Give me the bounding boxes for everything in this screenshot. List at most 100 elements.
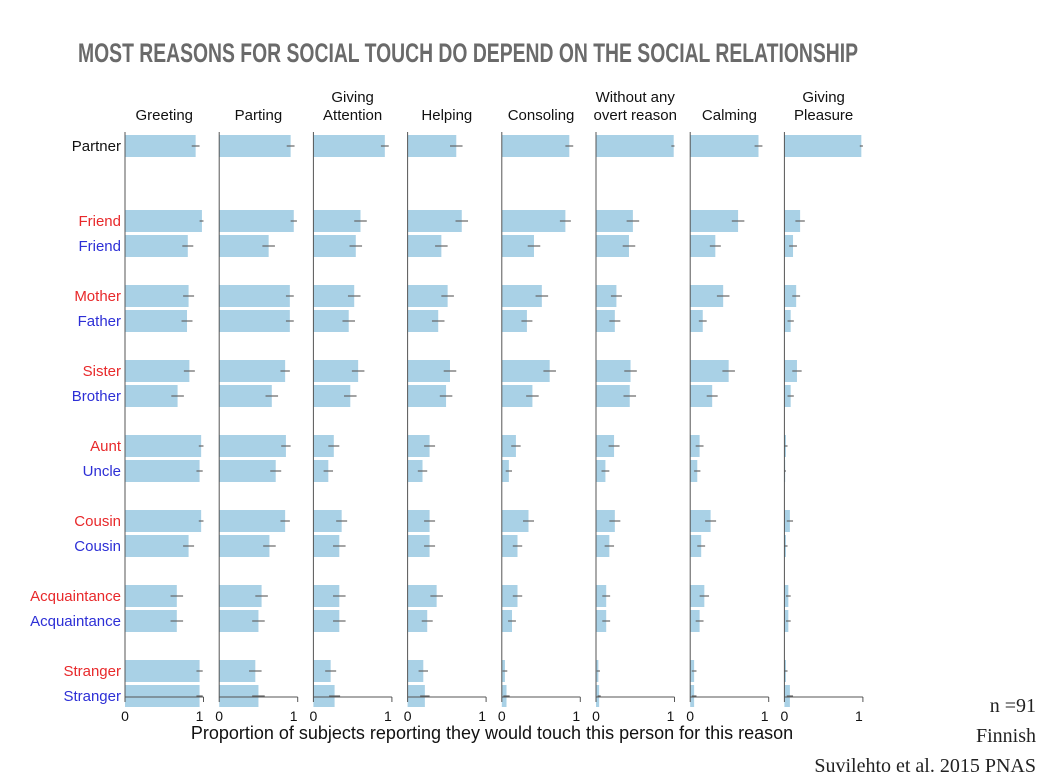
x-tick-label: 0	[686, 708, 694, 724]
panel-title: Pleasure	[794, 107, 853, 124]
bar	[501, 360, 550, 382]
bar	[784, 360, 797, 382]
bar	[407, 685, 425, 707]
bar	[313, 235, 356, 257]
bar	[219, 660, 256, 682]
bar	[501, 210, 566, 232]
bar	[125, 210, 202, 232]
bar	[596, 385, 630, 407]
bar	[596, 510, 615, 532]
row-label: Partner	[72, 138, 121, 155]
bar	[125, 385, 178, 407]
row-label: Aunt	[90, 438, 122, 455]
bar	[219, 135, 291, 157]
bar	[407, 610, 428, 632]
x-tick-label: 1	[384, 708, 392, 724]
bar	[596, 135, 674, 157]
bar	[501, 535, 518, 557]
bar	[690, 310, 703, 332]
x-axis-label: Proportion of subjects reporting they wo…	[191, 723, 793, 743]
bar	[219, 210, 294, 232]
bar	[125, 685, 200, 707]
bar	[219, 310, 290, 332]
bar	[313, 435, 334, 457]
bar	[125, 285, 189, 307]
bar	[407, 585, 437, 607]
population-note: Finnish	[976, 725, 1036, 747]
bar	[784, 285, 797, 307]
bar	[501, 610, 513, 632]
bar	[313, 510, 342, 532]
bar	[219, 360, 286, 382]
bar	[219, 510, 286, 532]
panel-title: Greeting	[135, 107, 193, 124]
bar	[690, 535, 702, 557]
row-label: Mother	[74, 288, 121, 305]
panel-4: Consoling 0 1	[498, 107, 581, 724]
bar	[690, 385, 713, 407]
bar	[125, 435, 202, 457]
x-tick-label: 0	[215, 708, 223, 724]
bar	[313, 210, 361, 232]
bar	[125, 610, 177, 632]
x-tick-label: 1	[761, 708, 769, 724]
bar	[690, 235, 716, 257]
bar	[219, 235, 269, 257]
chart-title: MOST REASONS FOR SOCIAL TOUCH DO DEPEND …	[78, 38, 858, 68]
bar	[596, 310, 615, 332]
x-tick-label: 0	[121, 708, 129, 724]
row-label: Friend	[78, 238, 121, 255]
bar	[690, 360, 729, 382]
bar	[596, 585, 607, 607]
row-label: Father	[78, 313, 121, 330]
bar	[125, 460, 200, 482]
bar	[784, 210, 801, 232]
bar	[407, 510, 430, 532]
row-label: Uncle	[83, 463, 121, 480]
bar	[690, 460, 698, 482]
bar	[219, 610, 259, 632]
bar	[313, 460, 329, 482]
bar	[407, 310, 439, 332]
sample-size-note: n =91	[990, 695, 1036, 717]
bar	[501, 285, 542, 307]
bar	[690, 585, 705, 607]
bar	[407, 660, 424, 682]
x-tick-label: 0	[781, 708, 789, 724]
x-tick-label: 1	[196, 708, 204, 724]
bar	[313, 360, 359, 382]
bar	[784, 135, 862, 157]
bar	[125, 535, 189, 557]
panel-title: Without any	[596, 89, 676, 106]
panel-title: Giving	[802, 89, 845, 106]
row-label: Brother	[72, 388, 121, 405]
bar	[219, 385, 272, 407]
x-tick-label: 1	[478, 708, 486, 724]
bar	[596, 360, 631, 382]
bar	[407, 285, 448, 307]
panel-3: Helping 0 1	[404, 107, 487, 724]
row-label: Sister	[83, 363, 121, 380]
bar	[125, 360, 190, 382]
bar	[219, 585, 262, 607]
bar	[596, 535, 610, 557]
bar	[690, 210, 739, 232]
x-tick-label: 1	[572, 708, 580, 724]
bar	[125, 235, 188, 257]
bar	[125, 310, 188, 332]
bar	[125, 135, 196, 157]
bar	[219, 685, 259, 707]
panel-0: Greeting 0 1	[121, 107, 204, 724]
panel-title: overt reason	[594, 107, 677, 124]
bar	[501, 510, 529, 532]
bar	[313, 535, 340, 557]
bar	[501, 235, 534, 257]
panel-6: Calming 0 1	[686, 107, 770, 724]
bar	[596, 435, 615, 457]
row-label: Stranger	[63, 688, 121, 705]
bar	[596, 610, 607, 632]
